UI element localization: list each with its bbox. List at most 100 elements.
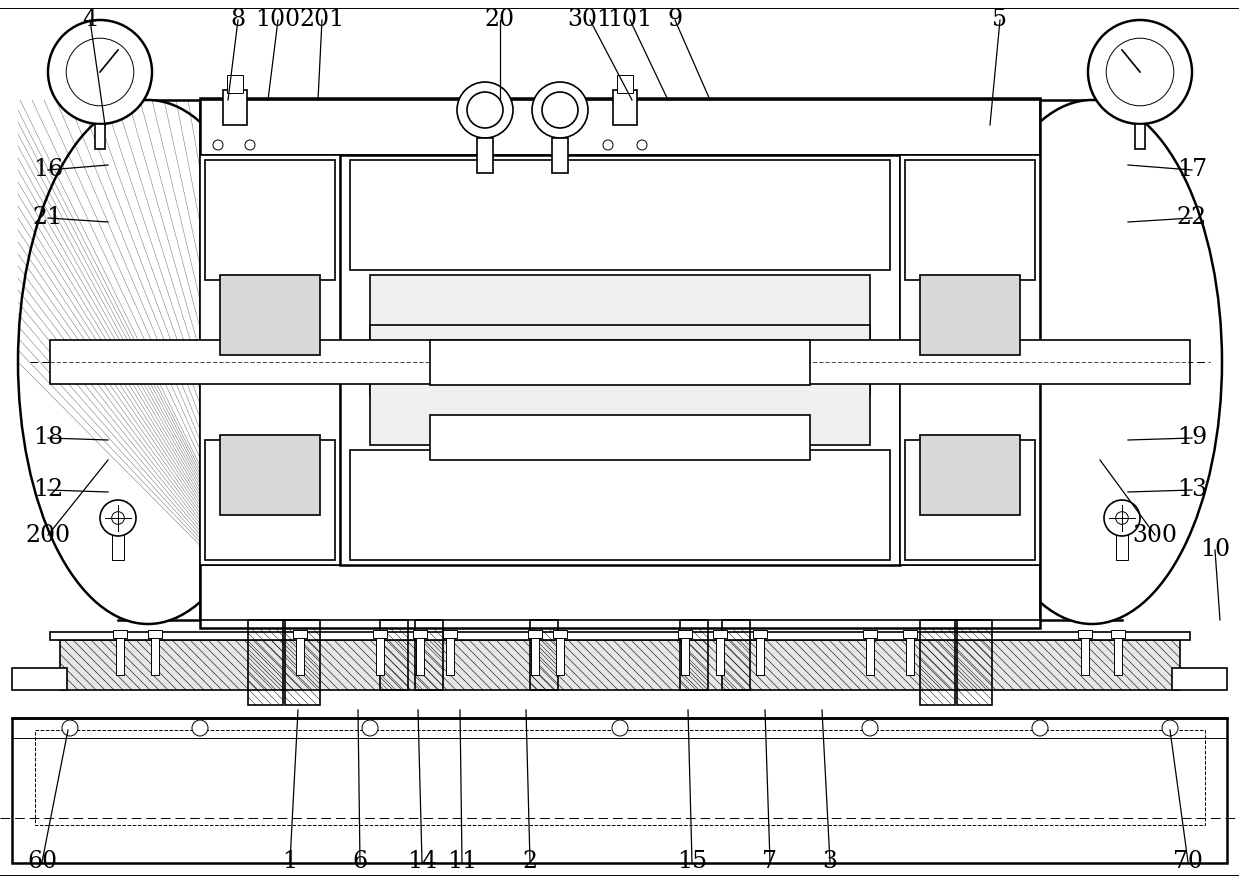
Bar xyxy=(716,635,724,675)
Bar xyxy=(248,620,282,705)
Text: 13: 13 xyxy=(1177,479,1207,502)
Bar xyxy=(1135,124,1145,149)
Circle shape xyxy=(100,500,136,536)
Bar xyxy=(151,635,159,675)
Bar xyxy=(227,75,243,93)
Circle shape xyxy=(1032,720,1048,736)
Bar xyxy=(50,632,1189,640)
Circle shape xyxy=(603,140,613,150)
Bar xyxy=(528,630,541,638)
Bar xyxy=(921,275,1020,355)
Text: 10: 10 xyxy=(1199,539,1230,562)
Circle shape xyxy=(541,92,579,128)
Circle shape xyxy=(1162,720,1178,736)
Bar xyxy=(921,620,955,705)
Ellipse shape xyxy=(961,100,1222,624)
Bar xyxy=(613,90,637,125)
Bar xyxy=(904,160,1035,280)
Bar xyxy=(1080,635,1089,675)
Text: 9: 9 xyxy=(668,9,683,32)
Circle shape xyxy=(457,82,513,138)
Bar xyxy=(199,98,1040,628)
Text: 21: 21 xyxy=(33,207,63,230)
Text: 22: 22 xyxy=(1177,207,1207,230)
Bar xyxy=(864,630,877,638)
Circle shape xyxy=(1088,20,1192,124)
Bar xyxy=(199,565,1040,620)
Text: 201: 201 xyxy=(300,9,344,32)
Circle shape xyxy=(48,20,152,124)
Text: 20: 20 xyxy=(484,9,515,32)
Bar xyxy=(753,630,767,638)
Bar xyxy=(116,635,124,675)
Bar xyxy=(553,630,567,638)
Bar xyxy=(957,620,992,705)
Bar xyxy=(50,340,1189,384)
Bar xyxy=(199,155,339,565)
Text: 2: 2 xyxy=(523,850,538,873)
Circle shape xyxy=(862,720,878,736)
Bar xyxy=(292,630,307,638)
Bar xyxy=(35,730,1206,825)
Text: 1: 1 xyxy=(282,850,297,873)
Text: 19: 19 xyxy=(1177,426,1207,449)
Text: 17: 17 xyxy=(1177,159,1207,182)
Bar xyxy=(1116,530,1127,560)
Bar xyxy=(921,435,1020,515)
Circle shape xyxy=(362,720,378,736)
Text: 100: 100 xyxy=(255,9,301,32)
Bar xyxy=(678,630,693,638)
Text: 301: 301 xyxy=(567,9,612,32)
Bar xyxy=(446,635,453,675)
Text: 60: 60 xyxy=(27,850,57,873)
Bar xyxy=(113,630,128,638)
Bar xyxy=(900,155,1040,565)
Bar xyxy=(430,340,810,385)
Text: 101: 101 xyxy=(607,9,653,32)
Bar xyxy=(681,635,689,675)
Bar xyxy=(147,630,162,638)
Bar xyxy=(904,440,1035,560)
Bar xyxy=(903,630,917,638)
Bar xyxy=(12,668,67,690)
Bar xyxy=(444,630,457,638)
Bar xyxy=(349,160,890,270)
Bar xyxy=(223,90,247,125)
Bar xyxy=(370,325,870,445)
Text: 4: 4 xyxy=(83,9,98,32)
Bar xyxy=(1114,635,1123,675)
Bar xyxy=(712,630,727,638)
Text: 12: 12 xyxy=(33,479,63,502)
Bar xyxy=(375,635,384,675)
Bar xyxy=(221,435,320,515)
Bar xyxy=(296,635,304,675)
Bar xyxy=(12,718,1227,863)
Bar xyxy=(380,620,408,690)
Bar xyxy=(373,630,387,638)
Text: 18: 18 xyxy=(33,426,63,449)
Text: 3: 3 xyxy=(823,850,838,873)
Text: 8: 8 xyxy=(230,9,245,32)
Bar xyxy=(285,620,320,705)
Bar xyxy=(680,620,707,690)
Bar xyxy=(617,75,633,93)
Bar xyxy=(430,415,810,460)
Bar xyxy=(416,635,424,675)
Circle shape xyxy=(637,140,647,150)
Circle shape xyxy=(62,720,78,736)
Circle shape xyxy=(192,720,208,736)
Text: 300: 300 xyxy=(1132,524,1177,547)
Bar xyxy=(112,530,124,560)
Bar xyxy=(756,635,764,675)
Bar xyxy=(413,630,427,638)
Bar xyxy=(415,620,444,690)
Text: 16: 16 xyxy=(33,159,63,182)
Text: 14: 14 xyxy=(406,850,437,873)
Text: 7: 7 xyxy=(762,850,778,873)
Text: 15: 15 xyxy=(676,850,707,873)
Bar xyxy=(370,275,870,395)
Text: 200: 200 xyxy=(26,524,71,547)
Bar xyxy=(722,620,750,690)
Bar xyxy=(1111,630,1125,638)
Bar xyxy=(866,635,873,675)
